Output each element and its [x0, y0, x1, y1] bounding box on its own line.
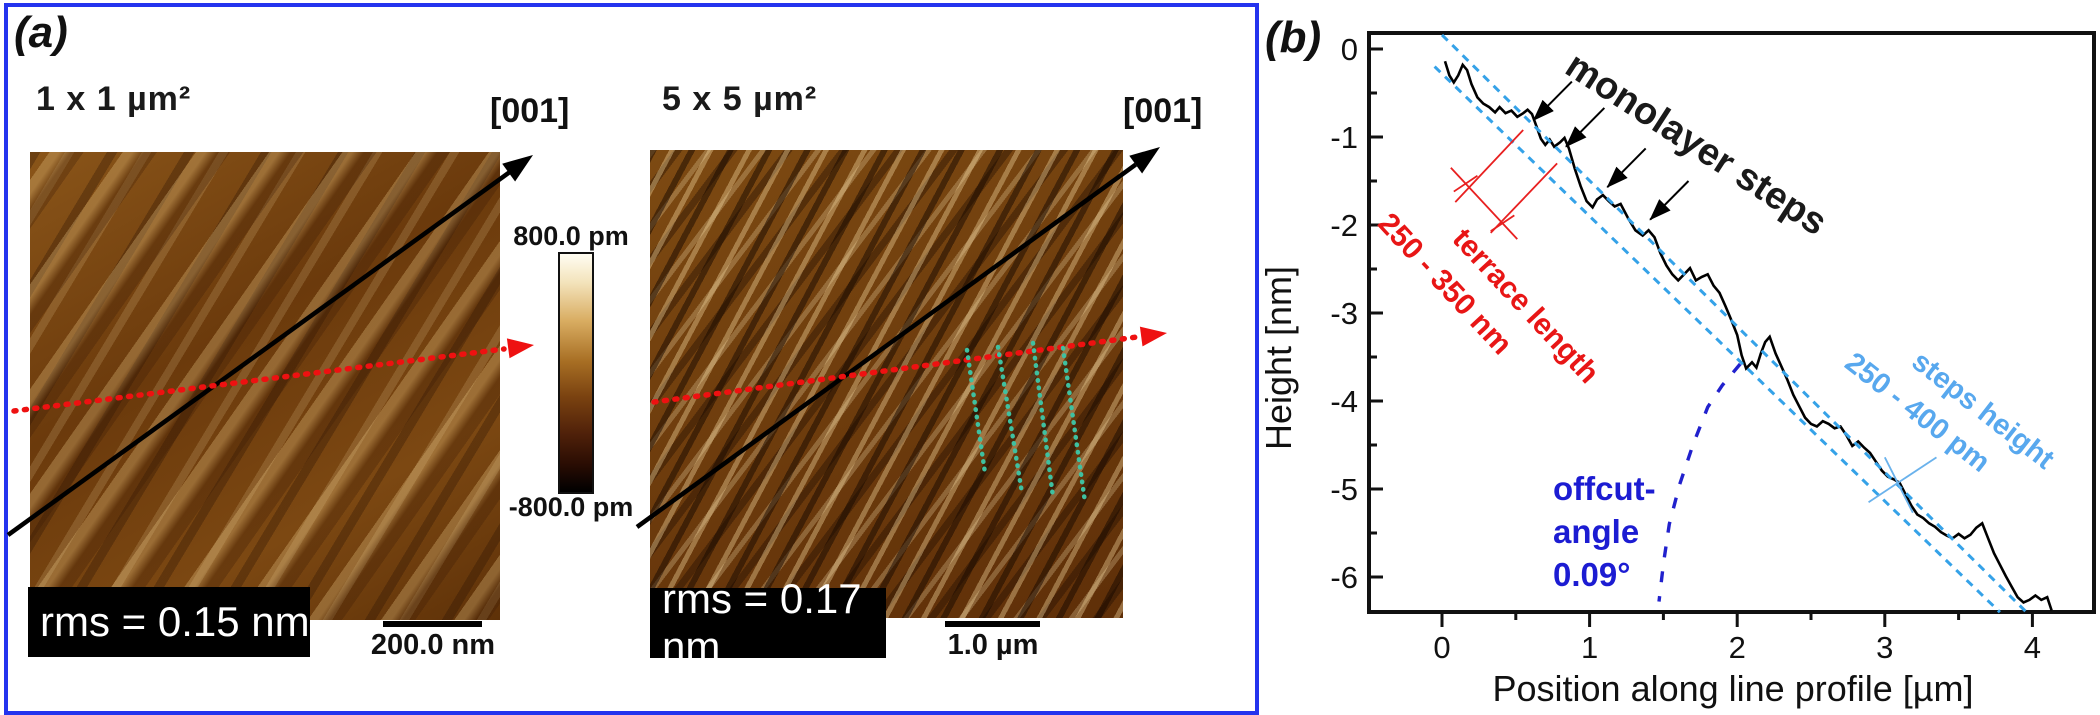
svg-text:0: 0 [1341, 32, 1358, 67]
scalebar-label-2: 1.0 µm [947, 629, 1039, 661]
panel-b-label: (b) [1265, 13, 1321, 62]
svg-text:angle: angle [1553, 513, 1639, 550]
monolayer-step-arrow [1606, 147, 1647, 188]
svg-text:1: 1 [1581, 630, 1598, 665]
monolayer-step-arrow [1649, 180, 1690, 221]
chart-annotation-marks [1450, 80, 1937, 514]
afm-image-5x5um [650, 150, 1123, 618]
series-offcut-reference [1657, 362, 1742, 602]
svg-text:-2: -2 [1330, 208, 1358, 243]
series-envelope-upper [1440, 33, 2028, 614]
terrace-length-annotation: terrace length 250 - 350 nm [1371, 207, 1605, 390]
plot-frame [1367, 31, 2096, 614]
afm1-size-label: 1 x 1 µm² [36, 80, 192, 118]
svg-text:-4: -4 [1330, 384, 1358, 419]
colorbar-min-label: -800.0 pm [508, 492, 634, 522]
step-height-measure-line [1868, 456, 1937, 503]
terrace-length-measure-line [1454, 129, 1524, 203]
afm2-size-label: 5 x 5 µm² [662, 80, 818, 118]
steps-height-annotation: steps height 250 - 400 pm [1839, 345, 2060, 478]
panel-a-border [4, 3, 1259, 715]
scalebar-label-1: 200.0 nm [370, 629, 496, 661]
terrace-length-measure-line [1490, 214, 1515, 232]
terrace-length-measure-line [1453, 174, 1478, 193]
axis-ticks: 0 1 2 3 4 0 -1 -2 -3 -4 -5 -6 [1330, 32, 2041, 665]
monolayer-step-arrow [1565, 107, 1606, 148]
svg-text:-6: -6 [1330, 560, 1358, 595]
x-axis-label: Position along line profile [µm] [1493, 668, 1974, 709]
svg-text:-3: -3 [1330, 296, 1358, 331]
series-envelope-lower [1433, 65, 2001, 614]
afm-image-1x1um [30, 152, 500, 620]
svg-text:-1: -1 [1330, 120, 1358, 155]
svg-text:3: 3 [1876, 630, 1893, 665]
rms-label-2: rms = 0.17 nm [650, 575, 886, 670]
svg-text:0: 0 [1433, 630, 1450, 665]
chart-series [1433, 33, 2053, 614]
scalebar-line-1 [383, 621, 482, 627]
svg-text:monolayer steps: monolayer steps [1558, 44, 1834, 244]
y-axis-label: Height [nm] [1258, 266, 1299, 450]
svg-text:-5: -5 [1330, 472, 1358, 507]
height-profile-chart: (b) 0 1 2 3 4 0 -1 -2 -3 -4 -5 -6 Height [nm] Posit… [1258, 13, 2096, 709]
offcut-angle-annotation: offcut- angle 0.09° [1553, 470, 1656, 593]
colorbar-max-label: 800.0 pm [513, 221, 629, 251]
step-height-measure-line [1883, 456, 1914, 514]
monolayer-steps-annotation: monolayer steps [1558, 44, 1834, 244]
afm2-crystal-direction-label: [001] [1123, 92, 1203, 130]
svg-text:offcut-: offcut- [1553, 470, 1656, 507]
height-colorbar [558, 252, 594, 494]
svg-text:0.09°: 0.09° [1553, 556, 1630, 593]
afm1-crystal-direction-label: [001] [490, 92, 570, 130]
svg-text:4: 4 [2024, 630, 2041, 665]
monolayer-step-arrow [1532, 80, 1573, 121]
panel-a-label: (a) [14, 8, 68, 57]
terrace-length-measure-line [1450, 167, 1518, 240]
rms-label-1: rms = 0.15 nm [28, 587, 310, 657]
svg-text:2: 2 [1729, 630, 1746, 665]
scalebar-line-2 [945, 621, 1040, 627]
